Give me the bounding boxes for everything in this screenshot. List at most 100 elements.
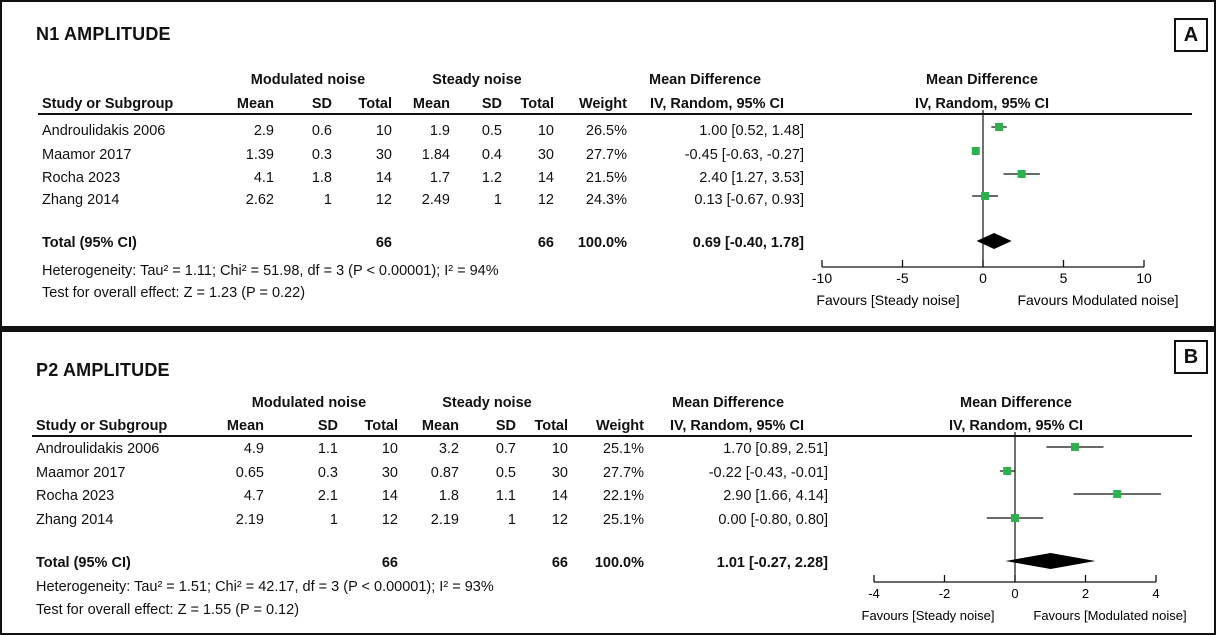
sd2: 0.5 [495,465,516,481]
header-rule [32,435,1192,437]
col-total1: Total [364,418,398,434]
panel-b-title: P2 AMPLITUDE [36,360,170,380]
group2-header: Steady noise [432,72,522,88]
col-weight: Weight [578,96,627,112]
weight: 25.1% [602,512,644,528]
ci-text: -0.45 [-0.63, -0.27] [684,147,804,163]
col-total1: Total [358,96,392,112]
x-tick-label: -5 [896,270,909,286]
total2: 12 [537,192,554,208]
total-weight: 100.0% [594,555,644,571]
col-weight: Weight [595,418,644,434]
weight: 24.3% [585,192,627,208]
sd2: 1.1 [495,488,516,504]
sd1: 1 [329,512,338,528]
total1: 30 [375,147,392,163]
group1-header: Modulated noise [250,72,366,88]
total2: 14 [537,170,554,186]
panel-a: N1 AMPLITUDE A Modulated noise Steady no… [2,2,1214,326]
overall-effect-text: Test for overall effect: Z = 1.23 (P = 0… [42,285,306,301]
sd2: 0.7 [495,441,516,457]
ci-text: -0.22 [-0.43, -0.01] [708,465,828,481]
effect-header: Mean Difference [672,395,785,411]
mean2: 1.7 [429,170,450,186]
total1: 14 [375,170,392,186]
col-study: Study or Subgroup [42,96,174,112]
study-name: Maamor 2017 [42,147,132,163]
ci-text: 1.00 [0.52, 1.48] [699,123,804,139]
x-tick-label: -4 [868,586,880,601]
study-marker [981,192,990,200]
mean2: 0.87 [430,465,459,481]
total2: 12 [551,512,568,528]
study-name: Zhang 2014 [36,512,114,528]
col-mean2: Mean [412,96,450,112]
sd2: 1 [493,192,502,208]
sd2: 0.5 [481,123,502,139]
total-ci-text: 0.69 [-0.40, 1.78] [692,235,804,251]
sd1: 1.8 [311,170,332,186]
total-label: Total (95% CI) [42,235,137,251]
plot-subheader: IV, Random, 95% CI [948,418,1084,434]
panel-a-label: A [1174,18,1208,52]
ci-text: 2.40 [1.27, 3.53] [699,170,804,186]
mean1: 4.9 [243,441,264,457]
total1: 14 [381,488,398,504]
mean1: 0.65 [235,465,264,481]
study-marker [1011,514,1019,522]
mean2: 1.9 [429,123,450,139]
mean2: 2.49 [421,192,450,208]
heterogeneity-text: Heterogeneity: Tau² = 1.51; Chi² = 42.17… [36,579,494,595]
group2-header: Steady noise [442,395,532,411]
ci-text: 1.70 [0.89, 2.51] [723,441,828,457]
weight: 26.5% [585,123,627,139]
total1: 30 [381,465,398,481]
sd1: 0.3 [317,465,338,481]
col-total2: Total [534,418,568,434]
x-tick-label: 5 [1060,270,1068,286]
weight: 27.7% [585,147,627,163]
weight: 27.7% [602,465,644,481]
favours-right-label: Favours Modulated noise] [1017,292,1178,308]
total1: 12 [375,192,392,208]
total-n1: 66 [375,235,392,251]
sd2: 1.2 [481,170,502,186]
total2: 30 [551,465,568,481]
total-ci-text: 1.01 [-0.27, 2.28] [716,555,828,571]
panel-b-label: B [1174,340,1208,374]
overall-effect-text: Test for overall effect: Z = 1.55 (P = 0… [36,602,300,618]
x-tick-label: 0 [1011,586,1018,601]
sd1: 0.3 [311,147,332,163]
mean1: 2.9 [253,123,274,139]
mean1: 2.62 [245,192,274,208]
study-marker [1017,170,1026,178]
sd1: 2.1 [317,488,338,504]
mean2: 1.84 [421,147,450,163]
total2: 14 [551,488,568,504]
sd1: 0.6 [311,123,332,139]
col-mean2: Mean [421,418,459,434]
panel-b: P2 AMPLITUDE B Modulated noise Steady no… [2,332,1214,633]
x-tick-label: 10 [1136,270,1152,286]
sd2: 0.4 [481,147,502,163]
total-weight: 100.0% [577,235,627,251]
forest-plot-a: -10 -5 0 5 10 Favours [Steady noise] Favours M… [812,110,1179,308]
mean1: 4.1 [253,170,274,186]
header-rule [38,113,1192,115]
study-marker [971,147,980,155]
ci-text: 2.90 [1.66, 4.14] [723,488,828,504]
group1-header: Modulated noise [251,395,367,411]
forest-plot-b: -4 -2 0 2 4 Favours [Steady noise] Favours [Mo… [862,432,1187,623]
plot-header: Mean Difference [959,395,1072,411]
col-ci: IV, Random, 95% CI [650,96,785,112]
weight: 25.1% [602,441,644,457]
total1: 10 [375,123,392,139]
study-name: Androulidakis 2006 [36,441,160,457]
plot-subheader: IV, Random, 95% CI [914,96,1050,112]
weight: 21.5% [585,170,627,186]
pooled-diamond [976,233,1012,249]
study-marker [1113,490,1122,498]
favours-left-label: Favours [Steady noise] [862,608,995,623]
total2: 10 [551,441,568,457]
heterogeneity-text: Heterogeneity: Tau² = 1.11; Chi² = 51.98… [42,263,499,279]
